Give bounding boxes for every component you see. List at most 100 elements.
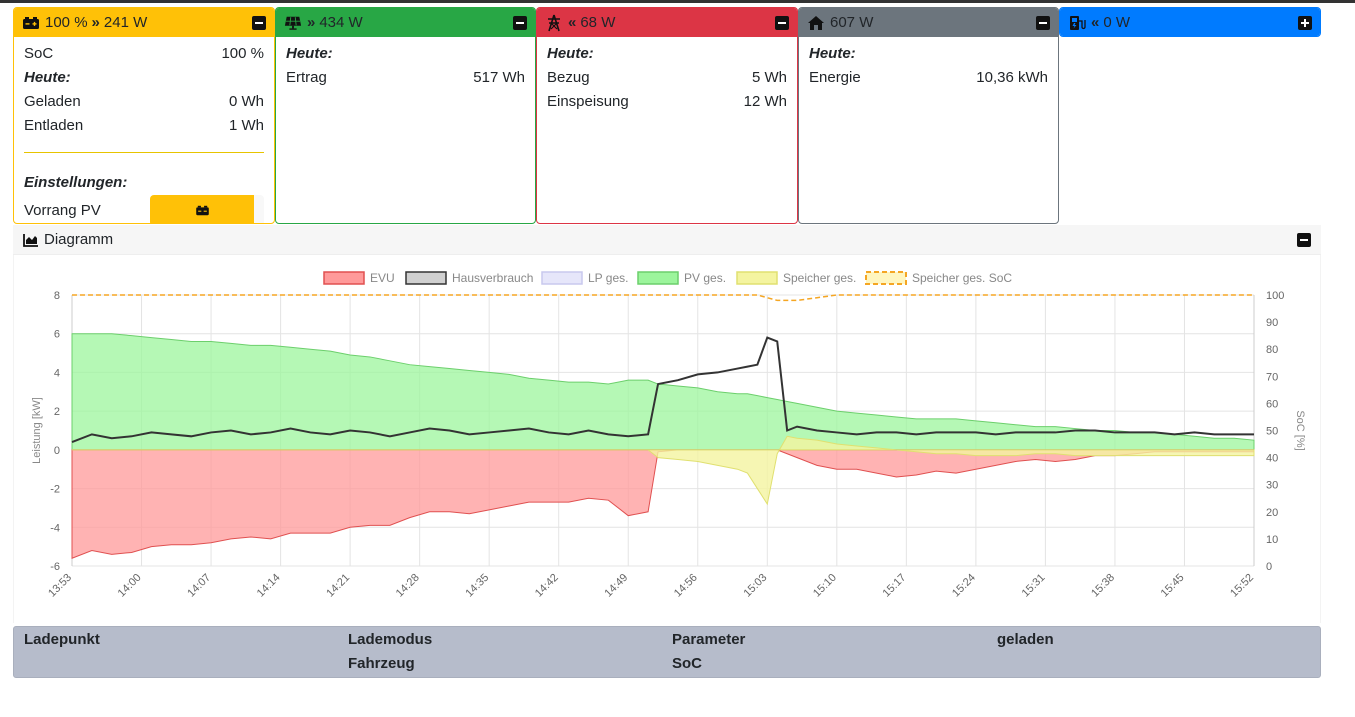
legend-label: PV ges. [684, 271, 726, 285]
x-tick-label: 15:38 [1089, 572, 1117, 600]
series-pv-area [71, 333, 1255, 451]
charging-station-icon [1068, 15, 1086, 31]
soc-value: 100 % [221, 45, 264, 62]
pv-card-header[interactable]: » 434 W [276, 8, 535, 37]
y2-axis-title: SoC [%] [1294, 410, 1306, 450]
series-evu-area [71, 449, 1255, 559]
soc-label: SoC [24, 45, 54, 62]
x-tick-label: 15:17 [881, 572, 909, 600]
y2-tick-label: 20 [1266, 507, 1278, 519]
house-card: 607 W Heute: Energie 10,36 kWh [798, 7, 1059, 224]
y-tick-label: 6 [54, 329, 60, 341]
series-soc-line [72, 294, 1254, 302]
grid-card: « 68 W Heute: Bezug 5 Wh Einspeisung 12 … [536, 7, 798, 224]
import-value: 5 Wh [751, 69, 787, 86]
priority-battery-button[interactable] [150, 195, 264, 223]
home-icon [807, 15, 825, 31]
today-heading: Heute: [547, 45, 594, 62]
double-chevron-right-icon: » [307, 14, 316, 31]
y-tick-label: 2 [54, 406, 60, 418]
battery-soc-header: 100 % [45, 14, 88, 31]
double-chevron-right-icon: » [91, 14, 100, 31]
double-chevron-left-icon: « [568, 14, 577, 31]
charged-row: Geladen 0 Wh [24, 90, 264, 114]
battery-power-header: 241 W [103, 14, 148, 31]
y2-tick-label: 70 [1266, 371, 1278, 383]
x-tick-label: 15:24 [950, 572, 978, 600]
export-value: 12 Wh [743, 93, 787, 110]
column-ladepunkt: Ladepunkt [24, 631, 100, 648]
legend-swatch [637, 271, 679, 285]
priority-label: Vorrang PV [24, 201, 101, 219]
x-tick-label: 14:56 [672, 572, 700, 600]
series-storage-area [72, 435, 1255, 506]
energy-label: Energie [809, 69, 861, 86]
collapse-toggle-icon[interactable] [1297, 232, 1311, 247]
legend-label: LP ges. [588, 271, 628, 285]
x-tick-label: 14:35 [463, 572, 491, 600]
legend-label: Speicher ges. [783, 271, 856, 285]
collapse-toggle-icon[interactable] [1036, 15, 1050, 30]
battery-icon [22, 15, 40, 31]
double-chevron-left-icon: « [1091, 14, 1100, 31]
collapse-toggle-icon[interactable] [775, 15, 789, 30]
battery-icon [195, 205, 209, 216]
legend-label: EVU [370, 271, 395, 285]
x-tick-label: 13:53 [46, 572, 74, 600]
collapse-toggle-icon[interactable] [513, 15, 527, 30]
y-tick-label: -6 [50, 561, 60, 573]
y2-tick-label: 10 [1266, 534, 1278, 546]
x-tick-label: 14:42 [533, 572, 561, 600]
legend-swatch [865, 271, 907, 285]
diagram-header[interactable]: Diagramm [13, 225, 1321, 255]
column-parameter: Parameter [672, 631, 746, 648]
expand-toggle-icon[interactable] [1298, 15, 1312, 30]
x-tick-label: 14:28 [394, 572, 422, 600]
x-tick-label: 15:03 [741, 572, 769, 600]
x-tick-label: 15:52 [1228, 572, 1256, 600]
discharged-label: Entladen [24, 117, 84, 134]
priority-row: Vorrang PV [24, 195, 264, 223]
y2-tick-label: 40 [1266, 453, 1278, 465]
y2-tick-label: 100 [1266, 290, 1284, 302]
y-tick-label: -4 [50, 522, 60, 534]
x-tick-label: 15:10 [811, 572, 839, 600]
collapse-toggle-icon[interactable] [252, 15, 266, 30]
export-label: Einspeisung [547, 93, 629, 110]
y-tick-label: -2 [50, 484, 60, 496]
x-tick-label: 15:31 [1020, 572, 1048, 600]
house-card-header[interactable]: 607 W [799, 8, 1058, 37]
grid-power-header: 68 W [580, 14, 616, 31]
soc-row: SoC 100 % [24, 42, 264, 66]
column-fahrzeug: Fahrzeug [348, 655, 415, 672]
x-tick-label: 14:07 [185, 572, 213, 600]
battery-card: 100 % » 241 W SoC 100 % Heute: Geladen 0… [13, 7, 275, 224]
chargepoints-card-header[interactable]: « 0 W [1060, 8, 1320, 36]
y2-tick-label: 90 [1266, 317, 1278, 329]
import-row: Bezug 5 Wh [547, 66, 787, 90]
x-tick-label: 14:00 [116, 572, 144, 600]
x-tick-label: 14:14 [255, 572, 283, 600]
battery-card-header[interactable]: 100 % » 241 W [14, 8, 274, 37]
diagram-title: Diagramm [44, 231, 114, 248]
column-geladen: geladen [997, 631, 1054, 648]
top-border-line [0, 0, 1355, 3]
charged-value: 0 Wh [228, 93, 264, 110]
yield-value: 517 Wh [473, 69, 525, 86]
y2-tick-label: 60 [1266, 398, 1278, 410]
x-tick-label: 14:21 [324, 572, 352, 600]
chargepoints-power-header: 0 W [1103, 14, 1131, 31]
legend-label: Hausverbrauch [452, 271, 533, 285]
column-soc: SoC [672, 655, 702, 672]
today-heading: Heute: [24, 69, 71, 86]
legend-swatch [323, 271, 365, 285]
grid-card-header[interactable]: « 68 W [537, 8, 797, 37]
today-heading: Heute: [809, 45, 856, 62]
yield-row: Ertrag 517 Wh [286, 66, 525, 90]
area-chart-icon [23, 233, 38, 247]
y2-tick-label: 80 [1266, 344, 1278, 356]
chargepoint-table-header: Ladepunkt Lademodus Fahrzeug Parameter S… [13, 626, 1321, 678]
legend-swatch [736, 271, 778, 285]
x-tick-label: 14:49 [602, 572, 630, 600]
y-tick-label: 8 [54, 290, 60, 302]
